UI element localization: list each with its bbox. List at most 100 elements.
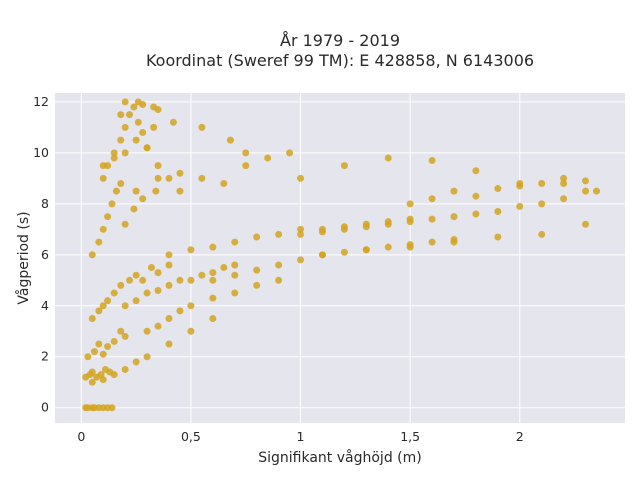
data-point [165, 261, 173, 269]
data-point [450, 187, 458, 195]
x-tick-label: 1,5 [400, 429, 420, 444]
data-point [121, 98, 129, 106]
data-points [82, 98, 600, 412]
data-point [143, 327, 151, 335]
data-point [108, 404, 116, 412]
data-point [198, 174, 206, 182]
data-point [110, 154, 118, 162]
data-point [593, 187, 600, 195]
data-point [110, 337, 118, 345]
x-tick-label: 2 [516, 429, 524, 444]
y-tick-label: 0 [41, 400, 49, 415]
data-point [121, 220, 129, 228]
data-point [121, 302, 129, 310]
data-point [88, 378, 96, 386]
data-point [176, 187, 184, 195]
data-point [472, 167, 480, 175]
data-point [99, 302, 107, 310]
data-point [154, 286, 162, 294]
data-point [516, 179, 524, 187]
data-point [99, 225, 107, 233]
data-point [318, 251, 326, 259]
data-point [99, 350, 107, 358]
data-point [198, 123, 206, 131]
data-point [226, 136, 234, 144]
data-point [126, 111, 134, 119]
data-point [143, 353, 151, 361]
data-point [406, 200, 414, 208]
data-point [494, 185, 502, 193]
data-point [428, 157, 436, 165]
data-point [143, 144, 151, 152]
data-point [154, 174, 162, 182]
data-point [275, 230, 283, 238]
y-tick-label: 8 [41, 196, 49, 211]
data-point [117, 327, 125, 335]
data-point [169, 118, 177, 126]
data-point [242, 162, 250, 170]
data-point [110, 289, 118, 297]
data-point [494, 207, 502, 215]
data-point [88, 251, 96, 259]
data-point [560, 195, 568, 203]
data-point [134, 118, 142, 126]
data-point [384, 243, 392, 251]
data-point [139, 195, 147, 203]
data-point [95, 340, 103, 348]
data-point [88, 368, 96, 376]
data-point [176, 276, 184, 284]
data-point [117, 111, 125, 119]
data-point [104, 297, 112, 305]
data-point [538, 230, 546, 238]
data-point [494, 233, 502, 241]
data-point [231, 238, 239, 246]
data-point [384, 154, 392, 162]
data-point [165, 340, 173, 348]
data-point [538, 179, 546, 187]
data-point [130, 103, 138, 111]
data-point [242, 149, 250, 157]
data-point [428, 238, 436, 246]
x-axis-label: Signifikant våghöjd (m) [258, 449, 421, 466]
data-point [165, 281, 173, 289]
data-point [275, 276, 283, 284]
data-point [132, 297, 140, 305]
data-point [297, 174, 305, 182]
data-point [132, 187, 140, 195]
data-point [472, 210, 480, 218]
data-point [209, 269, 217, 277]
data-point [95, 307, 103, 315]
data-point [220, 264, 228, 272]
data-point [362, 246, 370, 254]
data-point [132, 358, 140, 366]
data-point [121, 123, 129, 131]
data-point [253, 281, 261, 289]
data-point [198, 271, 206, 279]
data-point [297, 230, 305, 238]
data-point [275, 261, 283, 269]
data-point [318, 228, 326, 236]
data-point [286, 149, 294, 157]
data-point [450, 213, 458, 221]
data-point [150, 123, 158, 131]
data-point [104, 213, 112, 221]
data-point [165, 315, 173, 323]
data-point [84, 353, 92, 361]
data-point [154, 322, 162, 330]
data-point [117, 179, 125, 187]
data-point [384, 220, 392, 228]
chart-title: År 1979 - 2019 [280, 31, 400, 50]
y-tick-label: 2 [41, 349, 49, 364]
data-point [104, 343, 112, 351]
data-point [220, 179, 228, 187]
data-point [209, 243, 217, 251]
data-point [187, 276, 195, 284]
data-point [95, 238, 103, 246]
data-point [187, 302, 195, 310]
data-point [117, 281, 125, 289]
data-point [297, 225, 305, 233]
data-point [428, 215, 436, 223]
data-point [209, 276, 217, 284]
data-point [176, 169, 184, 177]
